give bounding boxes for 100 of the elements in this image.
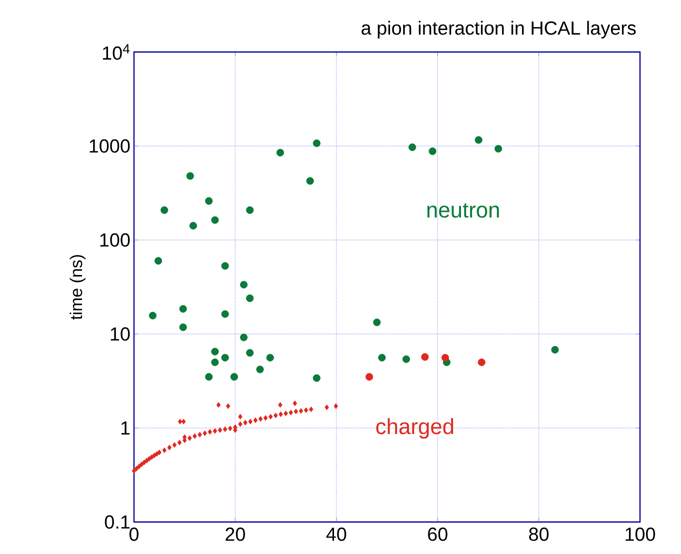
point (312, 139, 320, 148)
y-tick-label: 10 (110, 327, 130, 341)
point (211, 348, 219, 356)
point (222, 426, 228, 432)
point (304, 407, 308, 413)
point (198, 432, 202, 438)
point (248, 418, 253, 424)
point (181, 418, 186, 424)
point (263, 415, 268, 421)
point (334, 403, 338, 409)
point (238, 414, 242, 420)
point (474, 136, 482, 144)
point (172, 442, 177, 448)
point (278, 402, 282, 408)
point (243, 420, 248, 426)
point (148, 312, 157, 320)
point (134, 466, 139, 472)
point (186, 172, 194, 180)
point (268, 414, 273, 420)
y-tick-label: 10$^{4}$ (102, 44, 130, 60)
point (408, 143, 416, 152)
point (179, 305, 187, 313)
point (208, 429, 212, 435)
x-tick-label: 20 (226, 528, 245, 541)
point (216, 402, 221, 408)
point (366, 373, 374, 381)
point (132, 468, 136, 474)
point (306, 177, 314, 185)
point (178, 418, 182, 424)
text: neutron (427, 203, 499, 218)
point (284, 410, 288, 416)
point (478, 358, 486, 366)
point (378, 354, 386, 362)
point (160, 206, 168, 214)
y-tick-label: 1 (121, 422, 130, 435)
point (221, 310, 229, 318)
x-tick-label: 80 (529, 528, 549, 541)
point (246, 294, 254, 302)
point (494, 144, 502, 153)
point (192, 433, 197, 439)
point (228, 426, 232, 432)
y-tick-label: 1000 (90, 139, 130, 153)
point (421, 353, 429, 361)
y-tick-label: 100 (100, 233, 130, 247)
point (258, 416, 263, 422)
point (441, 354, 449, 362)
point (211, 216, 219, 224)
point (230, 373, 238, 381)
point (246, 349, 254, 357)
point (212, 428, 218, 434)
chart-title: a pion interaction in HCAL layers (362, 20, 636, 39)
point (294, 408, 298, 414)
point (402, 355, 410, 363)
x-tick-label: 0 (129, 528, 139, 541)
point (205, 197, 213, 205)
point (221, 262, 229, 270)
point (221, 354, 229, 362)
point (253, 417, 258, 424)
point (246, 206, 254, 214)
point (136, 464, 142, 470)
point (373, 318, 381, 326)
y-axis-title: time (ns) (70, 255, 86, 320)
point (428, 147, 436, 156)
point (238, 421, 242, 427)
point (288, 410, 294, 416)
point (147, 456, 152, 462)
x-tick-label: 40 (326, 528, 346, 541)
point (308, 406, 314, 412)
x-tick-label: 60 (428, 528, 448, 541)
point (218, 427, 222, 433)
point (162, 447, 167, 454)
point (276, 148, 284, 156)
point (189, 222, 197, 230)
point (266, 354, 274, 362)
point (154, 257, 162, 265)
point (211, 358, 219, 366)
point (226, 403, 230, 409)
point (150, 454, 154, 460)
point (179, 323, 187, 332)
point (152, 452, 156, 458)
point (274, 412, 278, 418)
y-tick-label: 0.1 (104, 515, 130, 529)
point (205, 373, 213, 381)
point (139, 462, 144, 468)
point (324, 404, 329, 410)
point (240, 334, 248, 342)
point (157, 450, 162, 456)
series-label: charged (376, 418, 454, 439)
x-tick-label: 100 (626, 528, 656, 541)
point (551, 346, 559, 354)
point (256, 366, 264, 374)
point (188, 435, 192, 441)
point (298, 408, 304, 414)
point (312, 374, 320, 382)
point (292, 400, 298, 406)
point (167, 444, 172, 450)
point (177, 440, 182, 446)
point (144, 458, 149, 464)
point (240, 280, 248, 288)
point (142, 460, 146, 466)
